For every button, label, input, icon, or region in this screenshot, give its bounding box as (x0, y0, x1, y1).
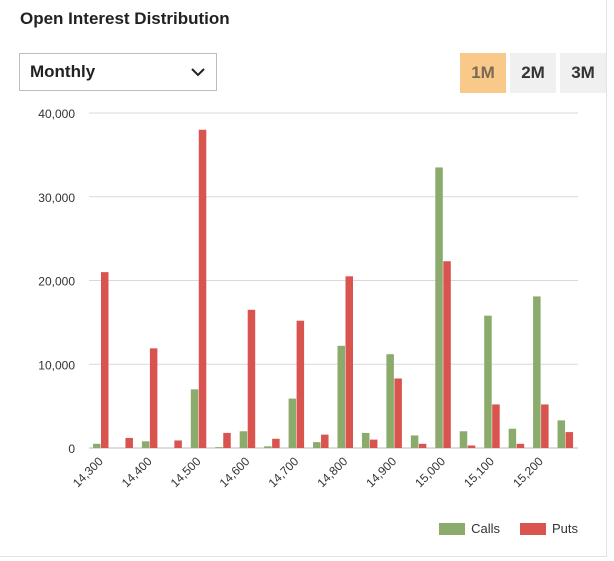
y-tick-label: 40,000 (38, 107, 75, 121)
bar-puts[interactable] (516, 443, 525, 448)
legend-item-calls[interactable]: Calls (439, 521, 500, 536)
bar-calls[interactable] (557, 420, 566, 448)
bar-calls[interactable] (288, 398, 297, 448)
bar-puts[interactable] (296, 320, 305, 448)
x-tick-label: 15,200 (510, 454, 546, 490)
bar-calls[interactable] (190, 389, 199, 448)
y-tick-label: 10,000 (38, 358, 75, 372)
bar-calls[interactable] (386, 354, 394, 448)
bar-calls[interactable] (484, 315, 492, 448)
bar-puts[interactable] (223, 432, 231, 448)
bar-puts[interactable] (541, 404, 549, 448)
period-select-value: Monthly (30, 62, 96, 81)
bar-calls[interactable] (239, 431, 248, 448)
x-tick-label: 15,100 (461, 454, 497, 490)
x-tick-label: 14,300 (70, 454, 106, 490)
page-title: Open Interest Distribution (20, 9, 230, 28)
bar-calls[interactable] (313, 442, 321, 448)
period-select[interactable]: Monthly (19, 53, 217, 91)
range-tabs: 1M 2M 3M (460, 53, 606, 93)
bar-puts[interactable] (198, 129, 207, 448)
tab-2m[interactable]: 2M (510, 53, 556, 93)
legend-swatch-puts (519, 522, 546, 535)
bar-calls[interactable] (459, 431, 468, 448)
chart-legend: Calls Puts (439, 521, 578, 536)
bar-puts[interactable] (418, 443, 427, 448)
tab-3m[interactable]: 3M (560, 53, 606, 93)
y-tick-label: 30,000 (38, 191, 75, 205)
legend-label-puts: Puts (551, 521, 578, 536)
bar-calls[interactable] (264, 446, 272, 448)
legend-label-calls: Calls (471, 521, 500, 536)
bar-calls[interactable] (337, 345, 346, 448)
x-tick-label: 15,000 (412, 454, 448, 490)
bar-puts[interactable] (149, 348, 158, 448)
bar-puts[interactable] (125, 437, 133, 448)
legend-swatch-calls (439, 522, 466, 535)
open-interest-chart: 0 10,000 20,000 30,000 40,000 14,300 14,400 14,… (38, 107, 578, 490)
bar-puts[interactable] (565, 432, 574, 448)
bar-puts[interactable] (345, 276, 354, 448)
bar-puts[interactable] (369, 439, 378, 448)
bar-calls[interactable] (410, 435, 419, 448)
y-tick-label: 20,000 (38, 275, 75, 289)
tab-1m[interactable]: 1M (460, 53, 506, 93)
bar-puts[interactable] (321, 434, 329, 448)
bar-calls[interactable] (215, 447, 223, 448)
x-tick-label: 14,900 (363, 454, 399, 490)
x-tick-label: 14,600 (217, 454, 253, 490)
y-tick-label: 0 (68, 442, 75, 456)
x-tick-label: 14,700 (266, 454, 302, 490)
x-tick-label: 14,500 (168, 454, 204, 490)
bar-puts[interactable] (247, 309, 256, 448)
bar-calls[interactable] (508, 428, 517, 448)
x-tick-label: 14,400 (119, 454, 155, 490)
bar-puts[interactable] (394, 378, 402, 448)
bar-calls[interactable] (533, 296, 541, 448)
bar-puts[interactable] (443, 261, 451, 448)
bar-puts[interactable] (492, 404, 500, 448)
bar-calls[interactable] (361, 432, 370, 448)
x-tick-label: 14,800 (314, 454, 350, 490)
bar-puts[interactable] (101, 272, 109, 448)
bar-calls[interactable] (435, 167, 443, 448)
bar-calls[interactable] (93, 443, 101, 448)
chevron-down-icon (191, 68, 205, 77)
bar-puts[interactable] (467, 445, 476, 448)
bar-puts[interactable] (272, 438, 280, 448)
bar-puts[interactable] (174, 440, 182, 448)
legend-item-puts[interactable]: Puts (519, 521, 578, 536)
bar-calls[interactable] (141, 441, 150, 448)
